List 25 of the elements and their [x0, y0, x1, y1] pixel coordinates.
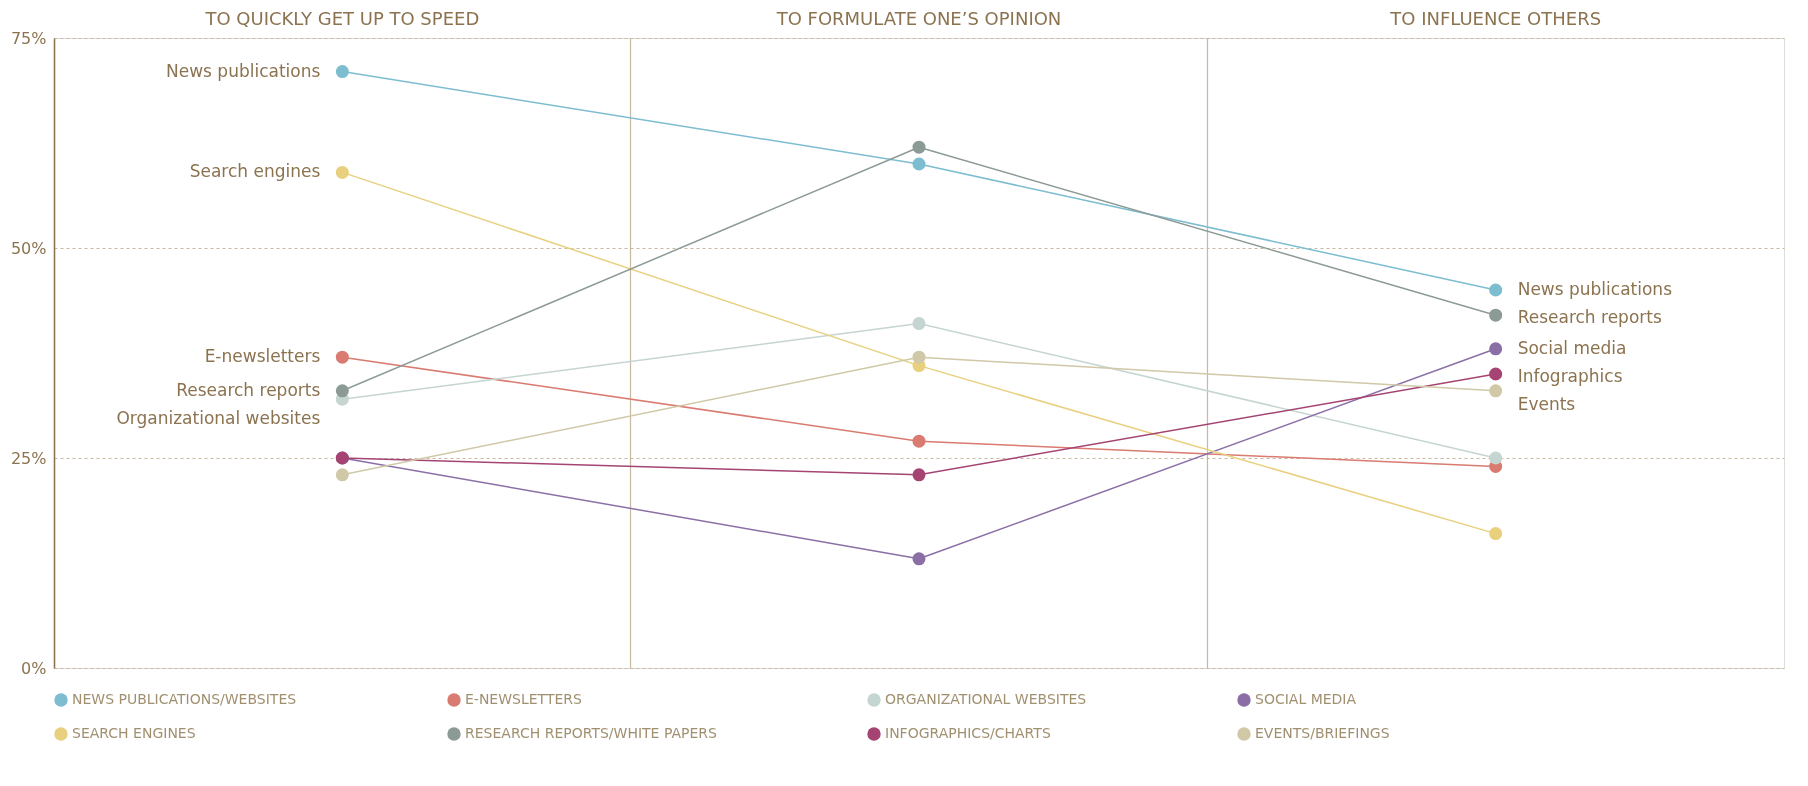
legend-label: RESEARCH REPORTS/WHITE PAPERS — [465, 725, 718, 741]
legend-label: INFOGRAPHICS/CHARTS — [885, 725, 1051, 741]
annotation: Events — [1517, 393, 1576, 414]
legend-label: NEWS PUBLICATIONS/WEBSITES — [72, 691, 297, 707]
y-tick-label: 25% — [10, 448, 47, 468]
x-tick-label: TO QUICKLY GET UP TO SPEED — [204, 7, 480, 29]
annotation: Research reports — [176, 379, 321, 400]
legend-label: SOCIAL MEDIA — [1255, 691, 1357, 707]
x-tick-label: TO INFLUENCE OTHERS — [1389, 7, 1602, 29]
y-tick-label: 75% — [10, 28, 47, 48]
annotation: Organizational websites — [116, 407, 321, 428]
annotation: News publications — [166, 60, 321, 81]
annotation: Social media — [1517, 337, 1627, 358]
x-tick-label: TO FORMULATE ONE’S OPINION — [775, 7, 1062, 29]
legend-label: E-NEWSLETTERS — [465, 691, 583, 707]
legend-label: EVENTS/BRIEFINGS — [1255, 725, 1390, 741]
y-tick-label: 50% — [10, 238, 47, 258]
annotation: Research reports — [1517, 307, 1662, 327]
annotation: News publications — [1517, 279, 1673, 299]
legend-label: ORGANIZATIONAL WEBSITES — [885, 691, 1087, 707]
annotation: Search engines — [189, 161, 321, 182]
annotation: E-newsletters — [204, 346, 321, 367]
legend-label: SEARCH ENGINES — [72, 725, 196, 741]
annotation: Infographics — [1517, 365, 1623, 386]
y-tick-label: 0% — [21, 658, 47, 678]
